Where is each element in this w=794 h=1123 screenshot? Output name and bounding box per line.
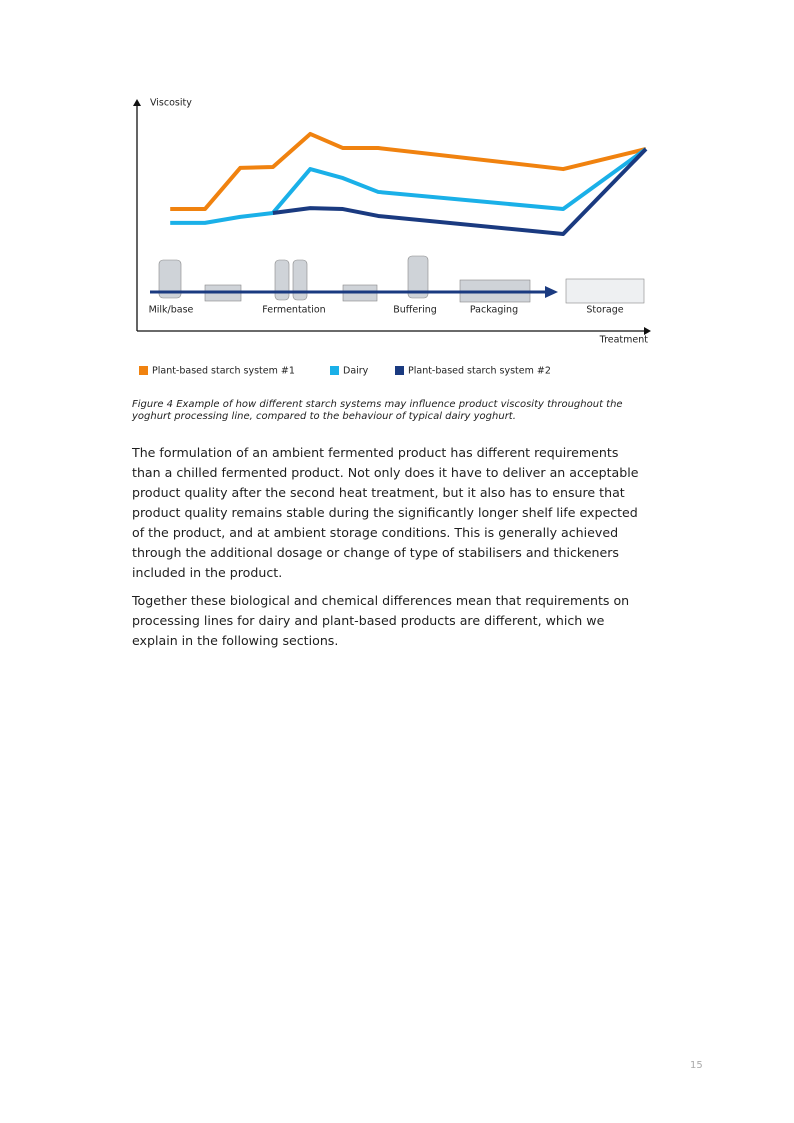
legend-swatch: [330, 366, 339, 375]
series-line: [272, 147, 648, 236]
caption: Figure 4 Example of how different starch…: [132, 399, 623, 422]
paragraph: The formulation of an ambient fermented …: [132, 445, 639, 580]
equipment: [158, 255, 645, 304]
stage-label: Milk/base: [149, 305, 194, 316]
stage-label: Storage: [586, 305, 623, 316]
legend-swatch: [139, 366, 148, 375]
chart: Viscosity Treatment Milk/base Fermentatio…: [133, 98, 651, 377]
series-line: [170, 147, 648, 225]
stage-label: Fermentation: [262, 305, 325, 316]
y-axis-label: Viscosity: [150, 98, 192, 109]
stage-label: Buffering: [393, 305, 437, 316]
page-number: 15: [690, 1060, 703, 1071]
legend-label: Dairy: [343, 366, 369, 377]
legend-label: Plant-based starch system #1: [152, 366, 295, 377]
x-axis-label: Treatment: [599, 335, 649, 346]
series-line: [170, 131, 647, 212]
legend-label: Plant-based starch system #2: [408, 366, 551, 377]
arrow-head: [545, 286, 558, 298]
arrow-head: [133, 99, 141, 106]
paragraph: Together these biological and chemical d…: [132, 593, 630, 648]
stage-label: Packaging: [470, 305, 518, 316]
arrow-head: [644, 327, 651, 335]
legend-swatch: [395, 366, 404, 375]
